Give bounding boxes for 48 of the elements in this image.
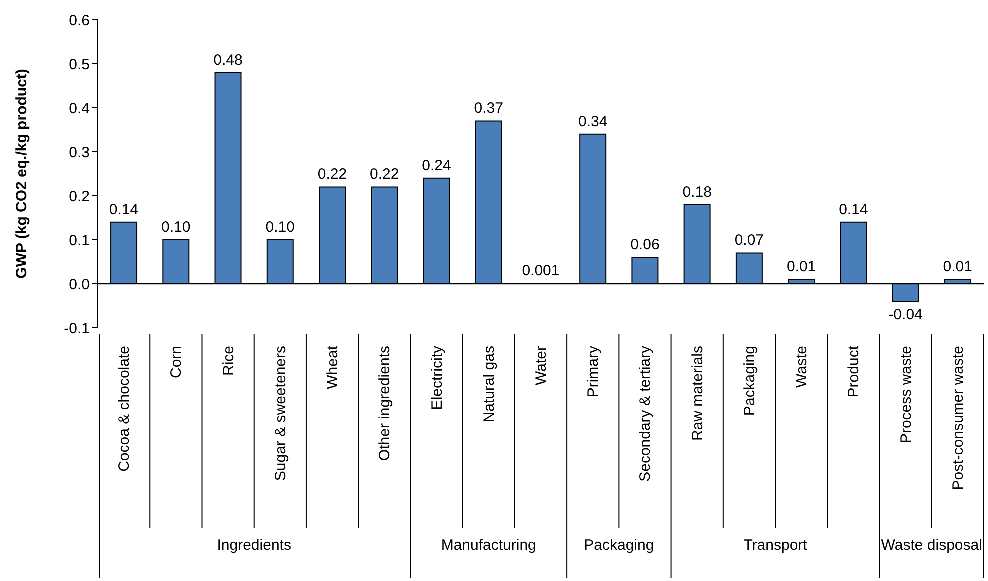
data-label: 0.24 (422, 157, 452, 174)
x-tick-label: Wheat (324, 345, 342, 390)
data-label: 0.10 (266, 219, 295, 236)
x-tick-label: Sugar & sweeteners (272, 346, 290, 482)
data-label: 0.48 (214, 52, 243, 69)
data-label: 0.10 (162, 219, 191, 236)
y-tick-label: 0.0 (69, 276, 90, 294)
data-label: 0.14 (109, 201, 139, 218)
y-axis-title: GWP (kg CO2 eq./kg product) (13, 69, 30, 279)
y-tick-label: 0.1 (69, 232, 90, 250)
x-tick-label: Waste (794, 346, 811, 388)
data-label: 0.22 (370, 166, 400, 184)
x-tick-label: Packaging (741, 346, 758, 416)
x-tick-label: Raw materials (689, 346, 706, 442)
x-tick-label: Corn (168, 346, 186, 379)
x-tick-label: Secondary & tertiary (637, 346, 654, 482)
y-tick-label: -0.1 (64, 320, 90, 338)
data-label: 0.01 (943, 258, 973, 276)
data-label: 0.22 (318, 166, 348, 184)
x-tick-label: Process waste (898, 346, 915, 444)
data-label: 0.07 (734, 232, 764, 250)
x-tick-label: Water (533, 346, 550, 386)
text: Manufacturing (441, 537, 536, 554)
x-tick-label: Other ingredients (376, 346, 394, 462)
text: Ingredients (217, 537, 292, 554)
data-label: 0.001 (522, 262, 560, 280)
data-label: -0.04 (888, 306, 923, 324)
text: Transport (744, 537, 808, 554)
data-label: 0.14 (839, 201, 868, 218)
data-label: 0.37 (474, 100, 504, 118)
data-label: 0.06 (630, 236, 660, 254)
data-label: 0.01 (786, 258, 816, 276)
x-tick-label: Natural gas (480, 346, 498, 423)
y-tick-label: 0.4 (69, 100, 90, 118)
text: Waste disposal (881, 537, 982, 554)
x-tick-label: Primary (585, 346, 602, 398)
x-tick-label: Rice (220, 346, 238, 376)
y-tick-label: 0.3 (69, 144, 90, 162)
data-label: 0.34 (578, 113, 608, 130)
x-tick-label: Post-consumer waste (950, 346, 967, 490)
x-tick-label: Electricity (428, 346, 446, 410)
x-tick-label: Cocoa & chocolate (116, 346, 134, 472)
y-tick-label: 0.5 (69, 56, 90, 74)
data-label: 0.18 (682, 184, 712, 201)
y-tick-label: 0.2 (69, 188, 90, 206)
y-tick-label: 0.6 (69, 12, 90, 30)
text: Packaging (584, 537, 654, 554)
x-tick-label: Product (846, 345, 863, 398)
